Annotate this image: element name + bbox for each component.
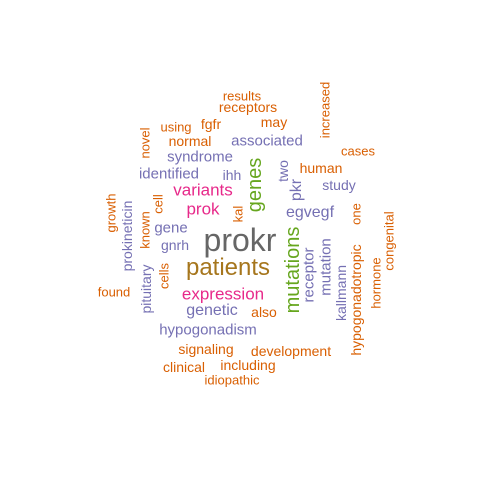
- word-also: also: [251, 304, 277, 320]
- word-hypogonadism: hypogonadism: [159, 321, 257, 339]
- word-pkr: pkr: [288, 178, 305, 202]
- word-human: human: [299, 160, 343, 176]
- word-novel: novel: [137, 127, 153, 159]
- word-hypogonadotropic: hypogonadotropic: [348, 244, 364, 356]
- word-prok: prok: [186, 199, 220, 219]
- word-syndrome: syndrome: [167, 148, 233, 166]
- word-cases: cases: [341, 143, 375, 159]
- word-expression: expression: [181, 284, 265, 304]
- word-hormone: hormone: [368, 257, 384, 309]
- word-cell: cell: [150, 194, 166, 214]
- word-patients: patients: [185, 254, 271, 281]
- word-genes: genes: [244, 157, 266, 213]
- word-growth: growth: [103, 193, 119, 233]
- word-congenital: congenital: [381, 211, 397, 271]
- word-gene: gene: [154, 219, 188, 237]
- word-found: found: [97, 284, 131, 300]
- word-fgfr: fgfr: [200, 116, 222, 132]
- word-prokr: prokr: [203, 222, 277, 258]
- word-kal: kal: [230, 205, 246, 223]
- word-signaling: signaling: [178, 341, 234, 357]
- word-variants: variants: [173, 180, 233, 200]
- word-ihh: ihh: [222, 167, 242, 183]
- word-pituitary: pituitary: [138, 264, 154, 314]
- word-study: study: [322, 177, 356, 193]
- word-including: including: [220, 357, 276, 373]
- word-normal: normal: [168, 133, 212, 149]
- word-gnrh: gnrh: [160, 237, 190, 253]
- word-receptors: receptors: [218, 99, 278, 115]
- word-may: may: [260, 114, 288, 130]
- word-receptor: receptor: [300, 247, 318, 303]
- word-prokineticin: prokineticin: [119, 200, 135, 272]
- word-genetic: genetic: [186, 302, 238, 319]
- word-mutation: mutation: [317, 238, 335, 296]
- word-results: results: [222, 88, 262, 104]
- word-kallmann: kallmann: [333, 264, 349, 322]
- word-cells: cells: [156, 262, 172, 290]
- word-increased: increased: [317, 81, 333, 139]
- word-egvegf: egvegf: [285, 204, 335, 221]
- word-development: development: [250, 343, 332, 359]
- word-identified: identified: [138, 165, 200, 183]
- word-associated: associated: [231, 132, 303, 150]
- word-known: known: [137, 211, 153, 249]
- word-two: two: [275, 160, 291, 182]
- word-idiopathic: idiopathic: [204, 372, 260, 388]
- word-clinical: clinical: [162, 359, 206, 375]
- word-using: using: [160, 119, 192, 135]
- word-one: one: [348, 203, 364, 225]
